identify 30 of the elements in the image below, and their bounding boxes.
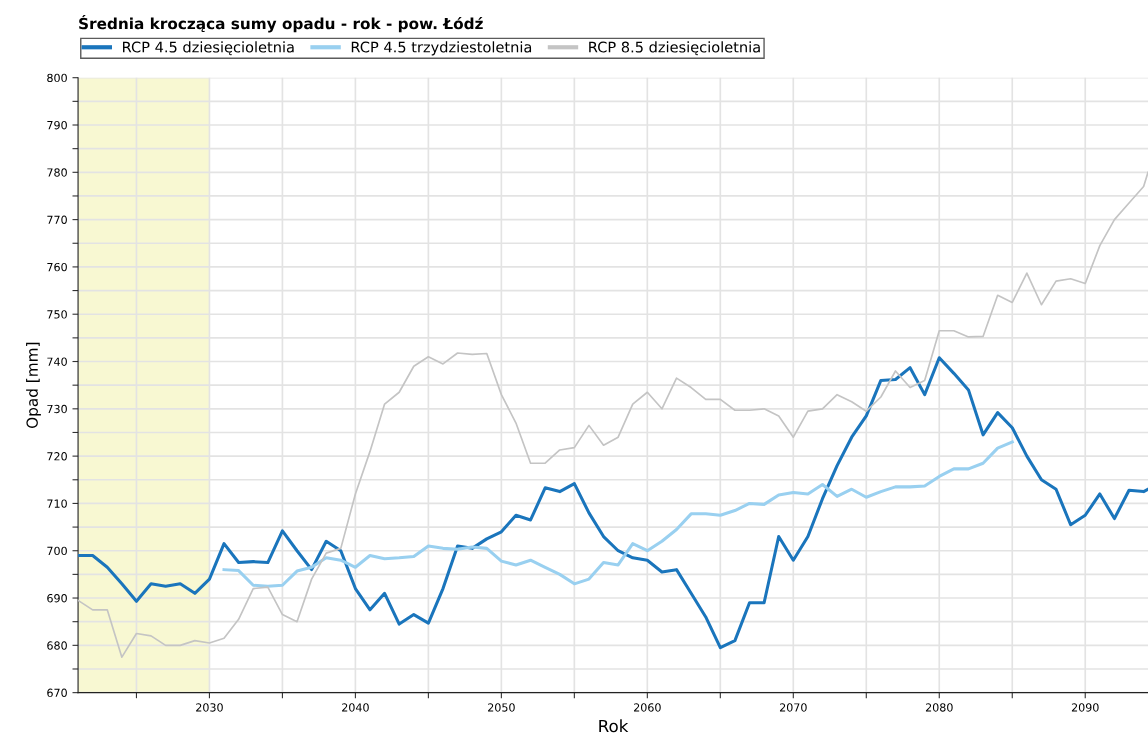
y-axis-title: Opad [mm] [26, 342, 41, 428]
y-tick-label: 730 [47, 404, 67, 414]
y-tick-label: 670 [47, 688, 67, 698]
x-tick-label: 2050 [488, 703, 515, 712]
x-tick-label: 2070 [779, 703, 807, 712]
line-series [222, 440, 1014, 588]
y-tick-label: 790 [47, 120, 67, 130]
y-tick-label: 710 [47, 499, 67, 508]
x-tick-label: 2090 [1071, 703, 1099, 712]
legend-label: RCP 4.5 dziesięcioletnia [123, 41, 294, 56]
legend-label: RCP 4.5 trzydziestoletnia [351, 41, 532, 56]
y-tick-label: 700 [47, 546, 67, 556]
chart-title: Średnia krocząca sumy opadu - rok - pow. Łódź [79, 14, 483, 33]
legend-label: RCP 8.5 dziesięcioletnia [589, 41, 760, 56]
y-tick-label: 780 [47, 168, 67, 177]
x-axis-title: Rok [599, 719, 629, 733]
y-tick-label: 740 [47, 357, 67, 366]
y-tick-label: 690 [47, 594, 67, 603]
y-tick-label: 800 [47, 73, 67, 83]
x-tick-label: 2080 [925, 703, 953, 712]
x-tick-label: 2040 [342, 703, 369, 712]
x-tick-label: 2030 [196, 703, 223, 712]
x-tick-label: 2060 [634, 703, 661, 712]
y-tick-label: 680 [47, 641, 67, 650]
y-tick-label: 760 [47, 262, 67, 272]
y-tick-label: 770 [47, 215, 67, 224]
y-tick-label: 750 [47, 310, 67, 319]
line-series [78, 356, 1148, 650]
y-tick-label: 720 [47, 452, 67, 461]
line-series [78, 171, 1148, 658]
